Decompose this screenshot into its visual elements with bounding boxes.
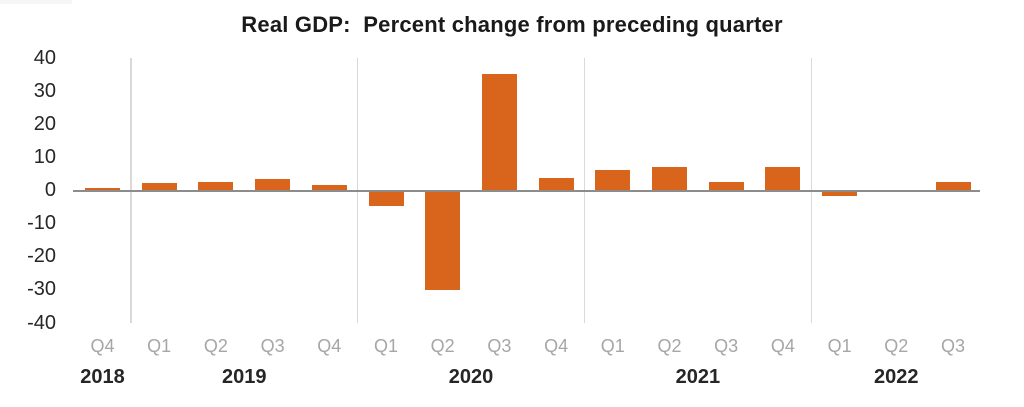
bar-2019-Q2 [198, 181, 234, 191]
bar-2020-Q2 [425, 190, 461, 290]
bar-2019-Q4 [311, 184, 347, 191]
bar-2021-Q3 [708, 181, 744, 191]
bar-2020-Q4 [538, 177, 574, 191]
x-tick-label-2021-Q4: Q4 [770, 336, 795, 356]
screenshot-artifact-strip [0, 0, 72, 4]
bar-2018-Q4 [85, 187, 120, 191]
bar-2021-Q4 [765, 167, 801, 191]
y-tick-label--20: -20 [27, 245, 56, 268]
x-tick-label-2022-Q2: Q2 [884, 336, 909, 356]
bar-2019-Q1 [141, 183, 177, 191]
x-tick-label-2020-Q4: Q4 [544, 336, 569, 356]
bar-2022-Q3 [935, 181, 971, 191]
y-tick-label-20: 20 [33, 112, 56, 135]
year-label-2021: 2021 [675, 366, 721, 388]
chart-title: Real GDP: Percent change from preceding … [241, 12, 783, 37]
x-tick-label-2019-Q1: Q1 [147, 336, 172, 356]
x-tick-label-2019-Q4: Q4 [317, 336, 342, 356]
x-axis-line [73, 189, 980, 192]
x-tick-label-2021-Q2: Q2 [657, 336, 682, 356]
bar-2020-Q1 [368, 190, 404, 206]
y-tick-label--40: -40 [27, 311, 56, 334]
bar-2021-Q2 [652, 167, 687, 191]
x-tick-label-2021-Q3: Q3 [714, 336, 739, 356]
x-tick-label-2022-Q1: Q1 [827, 336, 852, 356]
x-tick-label-2021-Q1: Q1 [600, 336, 625, 356]
y-tick-label-40: 40 [33, 46, 56, 69]
year-label-2018: 2018 [80, 366, 125, 388]
bar-2021-Q1 [595, 169, 631, 191]
x-tick-label-2020-Q2: Q2 [430, 336, 455, 356]
x-tick-label-2018-Q4: Q4 [90, 336, 115, 356]
y-tick-label-30: 30 [33, 79, 56, 102]
year-label-2022: 2022 [874, 366, 919, 388]
y-tick-label-10: 10 [33, 145, 56, 168]
y-tick-label-0: 0 [44, 179, 56, 201]
y-tick-label--30: -30 [27, 278, 56, 301]
bar-2019-Q3 [255, 178, 291, 191]
x-tick-label-2022-Q3: Q3 [940, 336, 965, 356]
year-label-2019: 2019 [222, 366, 267, 388]
y-tick-label--10: -10 [27, 212, 56, 235]
x-tick-label-2020-Q1: Q1 [373, 336, 398, 356]
bar-2020-Q3 [481, 73, 517, 191]
x-tick-label-2019-Q3: Q3 [260, 336, 285, 356]
x-tick-label-2020-Q3: Q3 [487, 336, 512, 356]
bar-2022-Q1 [822, 190, 858, 196]
x-tick-label-2019-Q2: Q2 [203, 336, 228, 356]
year-label-2020: 2020 [448, 366, 494, 388]
